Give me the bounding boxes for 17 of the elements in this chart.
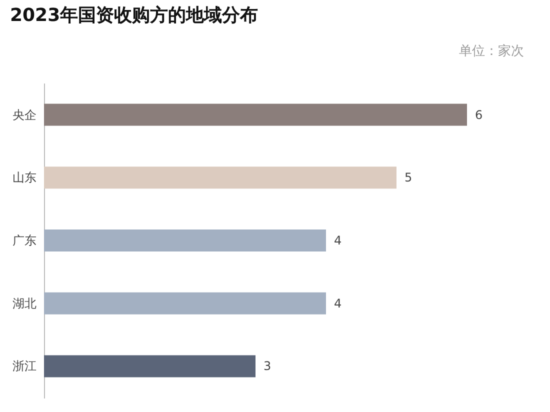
data-label: 4 xyxy=(334,296,342,310)
bar xyxy=(44,292,326,314)
text: 单位：家次 xyxy=(459,43,524,60)
data-label: 6 xyxy=(475,108,483,122)
y-tick-label: 广东 xyxy=(12,234,36,248)
data-label: 3 xyxy=(264,359,272,374)
data-label: 5 xyxy=(404,170,412,185)
y-tick-label: 湖北 xyxy=(12,296,36,310)
y-tick-label: 浙江 xyxy=(12,359,36,374)
y-tick-label: 央企 xyxy=(12,108,36,122)
chart-title: 2023年国资收购方的地域分布 xyxy=(10,4,258,27)
bar xyxy=(44,229,326,252)
bar xyxy=(44,166,396,189)
y-tick-label: 山东 xyxy=(12,170,36,185)
bar xyxy=(44,104,467,126)
bar xyxy=(44,355,256,378)
data-label: 4 xyxy=(334,234,342,248)
